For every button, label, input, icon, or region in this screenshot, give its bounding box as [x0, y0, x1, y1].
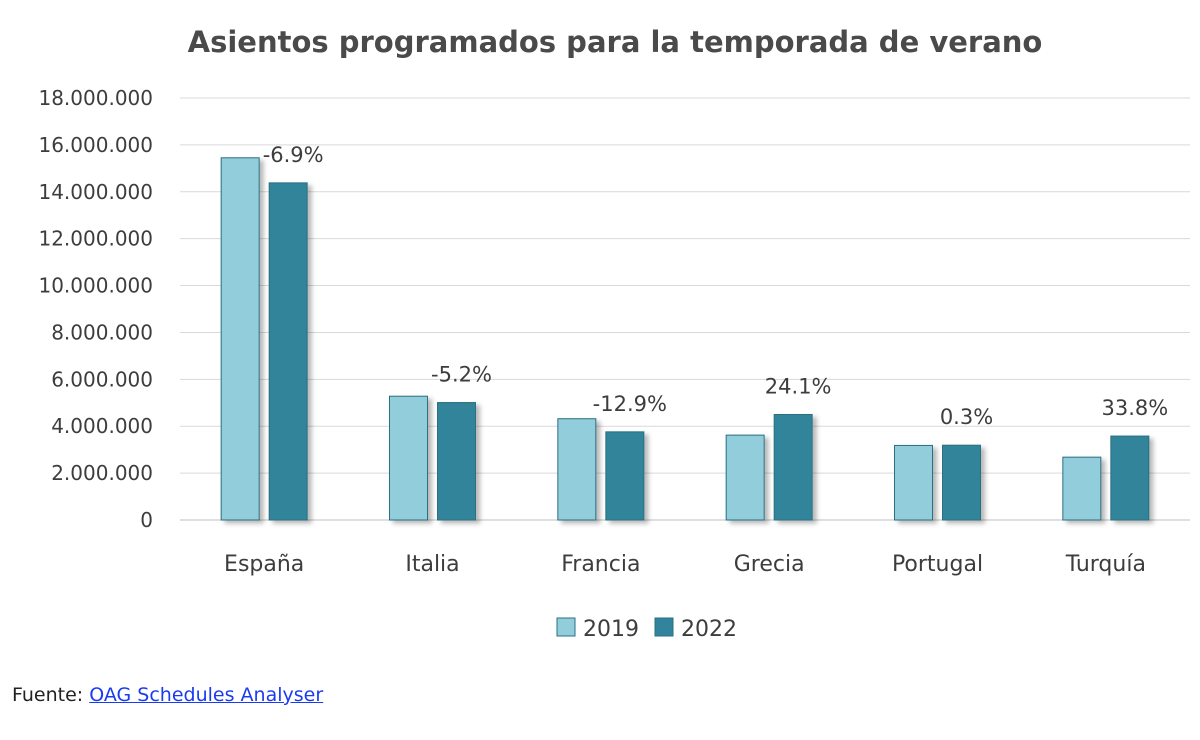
bar-2019-españa: [220, 157, 260, 521]
bar-2022-italia: [437, 402, 476, 521]
legend-label-2022: 2022: [681, 617, 737, 642]
bar-2019-grecia: [725, 434, 765, 521]
source-note: Fuente: OAG Schedules Analyser: [12, 684, 323, 706]
x-tick-label: Grecia: [734, 552, 805, 577]
source-link[interactable]: OAG Schedules Analyser: [89, 684, 324, 706]
bar-2019-italia: [389, 395, 428, 521]
bar-2022-francia: [605, 431, 645, 521]
legend-swatch-2022: [654, 617, 674, 637]
bar-2022-grecia: [773, 414, 813, 521]
bar-2019-portugal: [894, 444, 933, 521]
change-label: -5.2%: [431, 363, 492, 387]
change-label: -6.9%: [263, 143, 324, 167]
legend: 2019 2022: [556, 617, 737, 642]
y-tick-label: 12.000.000: [38, 227, 153, 251]
grid: [180, 97, 1190, 521]
y-tick-label: 14.000.000: [38, 180, 153, 204]
x-tick-label: Turquía: [1065, 552, 1146, 577]
legend-swatch-2019: [556, 617, 576, 637]
y-tick-label: 10.000.000: [38, 274, 153, 298]
y-tick-label: 2.000.000: [51, 461, 153, 485]
bar-2022-portugal: [942, 444, 981, 521]
x-tick-label: Portugal: [892, 552, 983, 577]
bar-2019-turquía: [1062, 456, 1102, 521]
bar-2022-turquía: [1110, 435, 1150, 521]
y-tick-label: 16.000.000: [38, 133, 153, 157]
y-tick-label: 8.000.000: [51, 320, 153, 344]
y-axis: 0 2.000.000 4.000.000 6.000.000 8.000.000 10.…: [38, 86, 153, 532]
y-tick-label: 18.000.000: [38, 86, 153, 110]
y-tick-label: 0: [140, 508, 153, 532]
x-tick-label: España: [224, 552, 304, 577]
bar-2022-españa: [268, 182, 308, 521]
source-prefix: Fuente:: [12, 684, 90, 706]
y-tick-label: 6.000.000: [51, 367, 153, 391]
bars: [220, 157, 1150, 521]
bar-2019-francia: [557, 418, 597, 521]
x-tick-label: Francia: [561, 552, 640, 577]
x-tick-label: Italia: [405, 552, 459, 577]
change-labels: -6.9% -5.2% -12.9% 24.1% 0.3% 33.8%: [263, 143, 1168, 429]
change-label: 33.8%: [1101, 396, 1168, 420]
change-label: 24.1%: [765, 375, 832, 399]
x-axis: España Italia Francia Grecia Portugal Turquía: [224, 552, 1146, 577]
chart-title: Asientos programados para la temporada d…: [188, 25, 1043, 59]
y-tick-label: 4.000.000: [51, 414, 153, 438]
legend-label-2019: 2019: [583, 617, 639, 642]
change-label: 0.3%: [940, 405, 993, 429]
change-label: -12.9%: [593, 392, 667, 416]
